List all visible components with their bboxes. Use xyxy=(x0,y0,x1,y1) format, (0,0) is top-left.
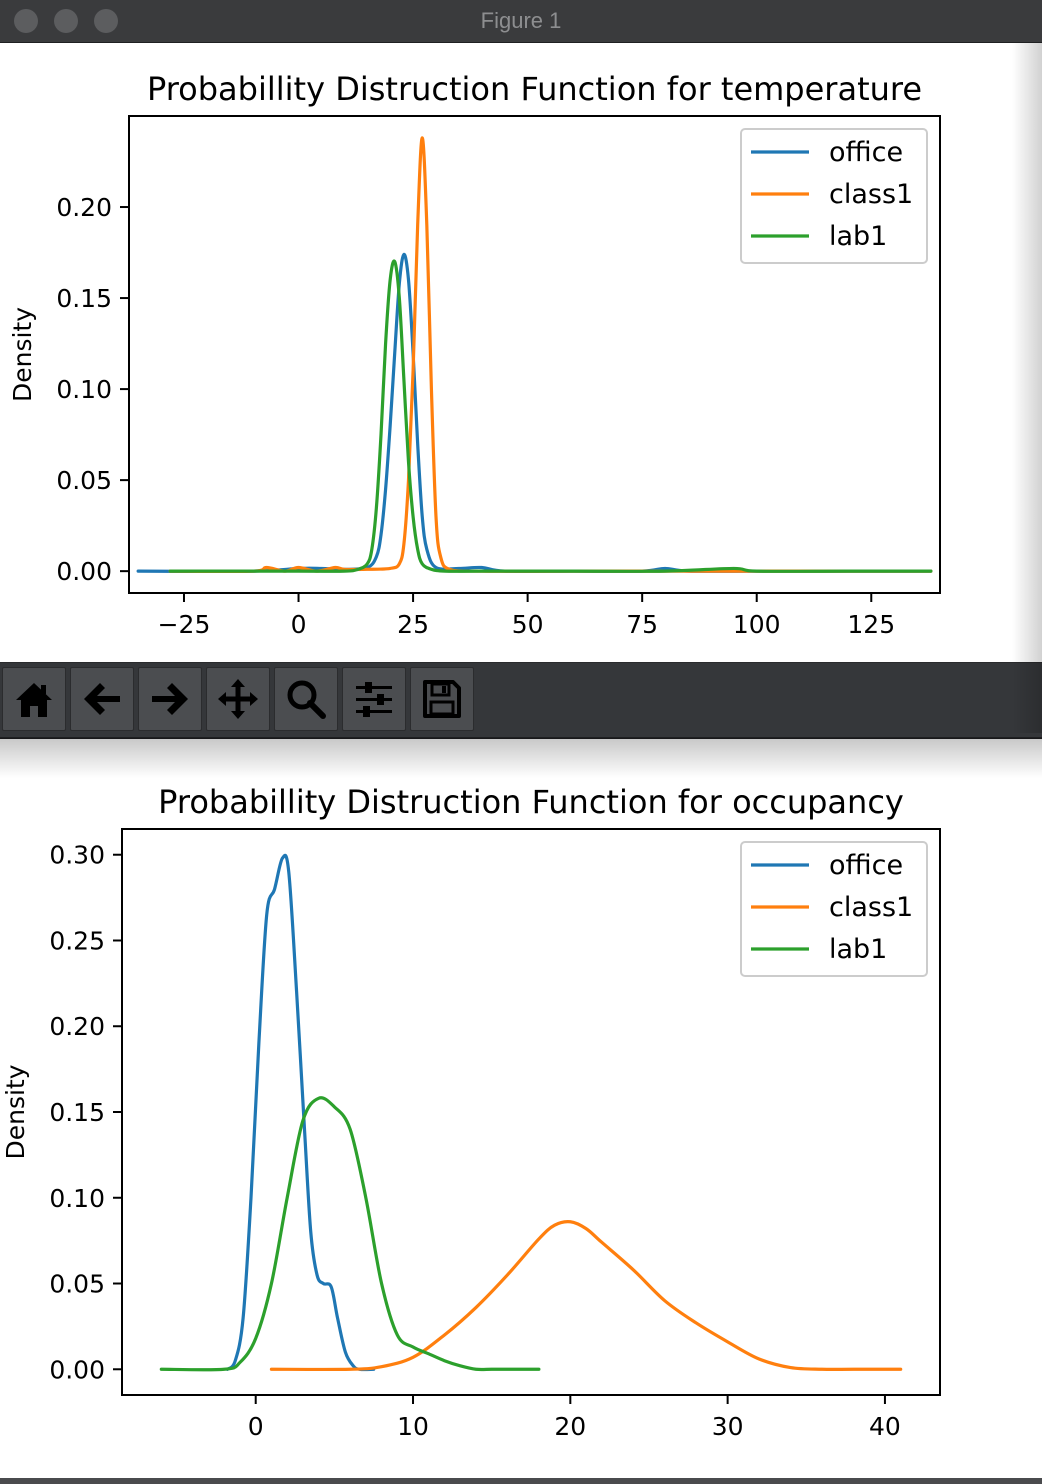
figure-canvas: Probabillity Distruction Function for te… xyxy=(0,43,1042,663)
x-tick-label: 25 xyxy=(397,610,429,639)
close-window-button[interactable] xyxy=(14,9,38,33)
legend-label-class1: class1 xyxy=(829,179,913,210)
x-tick-label: 50 xyxy=(512,610,544,639)
x-tick-label: 100 xyxy=(733,610,781,639)
series-line-office xyxy=(225,853,376,1372)
series-line-lab1 xyxy=(159,1096,541,1372)
x-tick-label: 40 xyxy=(869,1412,901,1441)
legend-label-class1: class1 xyxy=(829,892,913,923)
x-tick-label: 10 xyxy=(397,1412,429,1441)
series-line-class1 xyxy=(269,1220,903,1372)
figure-window: Figure 1 Probabillity Distruction Functi… xyxy=(0,0,1042,739)
x-tick-label: 125 xyxy=(847,610,895,639)
next-window-edge xyxy=(0,1478,1042,1484)
legend-label-lab1: lab1 xyxy=(829,221,887,252)
window-titlebar: Figure 1 xyxy=(0,0,1042,43)
y-tick-label: 0.20 xyxy=(49,1012,105,1041)
legend-label-office: office xyxy=(829,850,903,881)
x-tick-label: 75 xyxy=(626,610,658,639)
zoom-button[interactable] xyxy=(274,667,338,731)
series-line-office xyxy=(136,252,933,574)
y-tick-label: 0.10 xyxy=(56,375,112,404)
home-button[interactable] xyxy=(2,667,66,731)
temperature-density-chart: Probabillity Distruction Function for te… xyxy=(8,70,941,639)
window-shadow-bottom xyxy=(0,738,1042,778)
y-tick-label: 0.00 xyxy=(49,1355,105,1384)
plot-area xyxy=(159,853,903,1372)
chart-title: Probabillity Distruction Function for te… xyxy=(147,70,922,108)
y-tick-label: 0.20 xyxy=(56,193,112,222)
arrow-left-icon xyxy=(84,683,120,715)
floppy-disk-icon xyxy=(423,680,461,718)
window-title: Figure 1 xyxy=(480,8,562,33)
y-tick-label: 0.05 xyxy=(56,466,112,495)
x-tick-label: 20 xyxy=(554,1412,586,1441)
x-tick-label: 30 xyxy=(712,1412,744,1441)
y-tick-label: 0.15 xyxy=(49,1098,105,1127)
y-tick-label: 0.30 xyxy=(49,841,105,870)
plot-area xyxy=(136,136,933,574)
home-icon xyxy=(16,683,52,717)
legend-box xyxy=(740,128,928,264)
pan-button[interactable] xyxy=(206,667,270,731)
occupancy-figure-canvas: Probabillity Distruction Function for oc… xyxy=(0,740,1042,1480)
legend-label-office: office xyxy=(829,137,903,168)
navigation-toolbar xyxy=(0,662,1042,739)
minimize-window-button[interactable] xyxy=(54,9,78,33)
back-button[interactable] xyxy=(70,667,134,731)
configure-subplots-button[interactable] xyxy=(342,667,406,731)
legend-label-lab1: lab1 xyxy=(829,934,887,965)
arrow-right-icon xyxy=(152,683,188,715)
chart-title: Probabillity Distruction Function for oc… xyxy=(158,783,904,821)
zoom-window-button[interactable] xyxy=(94,9,118,33)
y-tick-label: 0.10 xyxy=(49,1184,105,1213)
move-icon xyxy=(218,679,258,719)
x-tick-label: −25 xyxy=(158,610,211,639)
save-button[interactable] xyxy=(410,667,474,731)
sliders-icon xyxy=(356,682,392,717)
legend-box xyxy=(740,841,928,977)
y-tick-label: 0.15 xyxy=(56,284,112,313)
y-tick-label: 0.00 xyxy=(56,557,112,586)
window-shadow-right xyxy=(1012,43,1042,733)
y-axis-label: Density xyxy=(1,1064,30,1159)
x-tick-label: 0 xyxy=(248,1412,264,1441)
occupancy-density-chart: Probabillity Distruction Function for oc… xyxy=(1,783,941,1441)
y-tick-label: 0.25 xyxy=(49,926,105,955)
series-line-lab1 xyxy=(168,259,933,573)
forward-button[interactable] xyxy=(138,667,202,731)
y-axis-label: Density xyxy=(8,307,37,402)
magnifier-icon xyxy=(287,680,326,719)
x-tick-label: 0 xyxy=(291,610,307,639)
y-tick-label: 0.05 xyxy=(49,1270,105,1299)
axes-frame xyxy=(128,115,941,594)
